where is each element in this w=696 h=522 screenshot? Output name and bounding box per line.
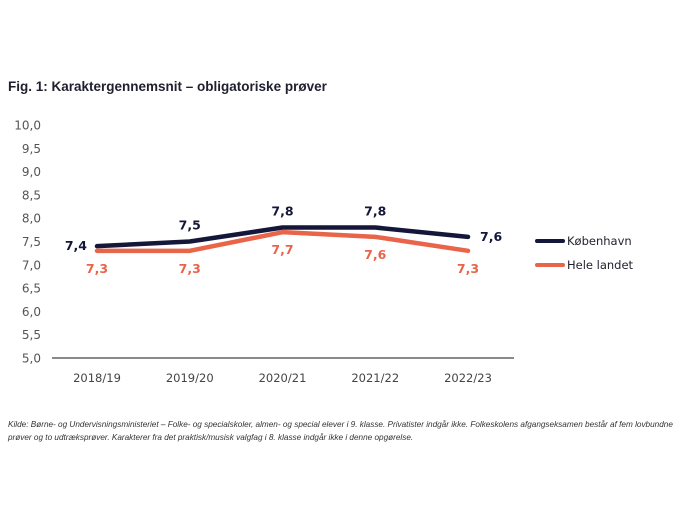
data-label-kobenhavn: 7,6 [480,229,502,244]
data-label-hele-landet: 7,3 [86,261,108,276]
data-label-hele-landet: 7,6 [364,247,386,262]
y-tick-label: 6,0 [22,305,41,319]
y-tick-label: 10,0 [14,119,41,133]
y-tick-label: 9,5 [22,142,41,156]
legend-item-hele-landet: Hele landet [535,253,633,277]
x-tick-label: 2018/19 [73,371,121,385]
y-axis-ticks: 5,0 5,5 6,0 6,5 7,0 7,5 8,0 8,5 9,0 9,5 10,0 [14,119,41,366]
legend: København Hele landet [535,229,633,277]
legend-swatch-kobenhavn [535,239,565,243]
y-tick-label: 7,5 [22,235,41,249]
data-label-kobenhavn: 7,5 [179,218,201,233]
data-label-hele-landet: 7,3 [179,261,201,276]
y-tick-label: 5,0 [22,352,41,366]
y-tick-label: 9,0 [22,165,41,179]
data-label-kobenhavn: 7,8 [271,204,293,219]
legend-swatch-hele-landet [535,263,565,267]
data-label-hele-landet: 7,7 [271,242,293,257]
data-label-kobenhavn: 7,4 [65,238,87,253]
data-label-hele-landet: 7,3 [457,261,479,276]
y-tick-label: 5,5 [22,328,41,342]
legend-label-hele-landet: Hele landet [567,258,634,272]
legend-item-kobenhavn: København [535,229,633,253]
x-tick-label: 2020/21 [259,371,307,385]
x-tick-label: 2022/23 [444,371,492,385]
x-axis-ticks: 2018/19 2019/20 2020/21 2021/22 2022/23 [73,371,492,385]
y-tick-label: 6,5 [22,282,41,296]
x-tick-label: 2021/22 [351,371,399,385]
data-labels: 7,4 7,5 7,8 7,8 7,6 7,3 7,3 7,7 7,6 7,3 [65,204,503,276]
y-tick-label: 8,0 [22,212,41,226]
source-note: Kilde: Børne- og Undervisningsministerie… [8,420,673,442]
y-tick-label: 8,5 [22,188,41,202]
legend-label-kobenhavn: København [567,234,632,248]
x-tick-label: 2019/20 [166,371,214,385]
data-label-kobenhavn: 7,8 [364,204,386,219]
chart-title: Fig. 1: Karaktergennemsnit – obligatoris… [8,79,327,94]
series-lines [94,225,471,254]
y-tick-label: 7,0 [22,258,41,272]
